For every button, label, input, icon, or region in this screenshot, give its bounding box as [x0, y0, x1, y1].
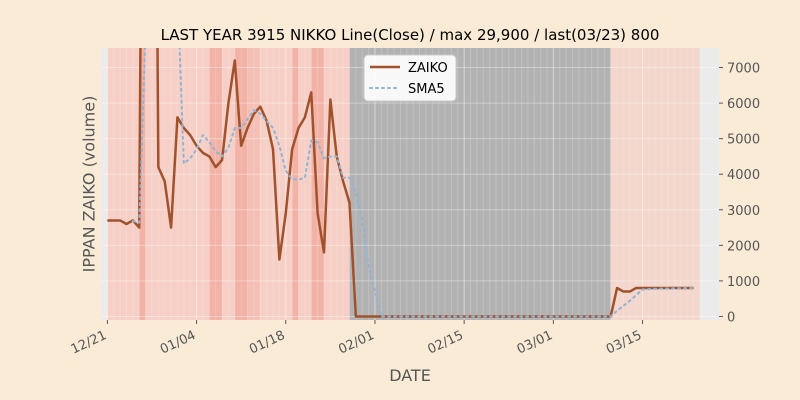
x-tick-label: 01/04	[158, 328, 198, 357]
legend-label-zaiko: ZAIKO	[408, 61, 448, 76]
chart-title: LAST YEAR 3915 NIKKO Line(Close) / max 2…	[161, 26, 660, 44]
y-tick-label: 1000	[727, 275, 760, 290]
legend: ZAIKO SMA5	[363, 54, 457, 102]
grid-lines	[101, 48, 719, 320]
y-tick-label: 6000	[727, 97, 760, 112]
shaded-region	[107, 48, 140, 320]
y-tick-label: 2000	[727, 239, 760, 254]
x-tick-label: 02/15	[426, 328, 466, 357]
shaded-region	[139, 48, 146, 320]
shaded-regions	[106, 48, 701, 320]
x-tick-label: 01/18	[247, 328, 287, 357]
series-sma5-line	[131, 48, 695, 318]
shaded-region	[311, 48, 324, 320]
y-tick-label: 4000	[727, 168, 760, 183]
x-tick-label: 03/15	[604, 328, 644, 357]
x-axis: 12/21 01/04 01/18 02/01 02/15 03/01 03/15	[69, 320, 644, 357]
x-tick-label: 03/01	[515, 328, 555, 357]
shaded-region	[298, 48, 312, 320]
shaded-region	[292, 48, 299, 320]
y-tick-label: 3000	[727, 204, 760, 219]
shaded-region	[610, 48, 700, 320]
x-axis-label: DATE	[389, 366, 431, 385]
x-tick-label: 12/21	[69, 328, 109, 357]
y-axis: 0 1000 2000 3000 4000 5000 6000 7000	[719, 62, 760, 325]
y-tick-label: 7000	[727, 62, 760, 77]
y-tick-label: 5000	[727, 133, 760, 148]
series-layer	[107, 48, 695, 318]
legend-label-sma5: SMA5	[408, 82, 445, 97]
shaded-region	[145, 48, 210, 320]
x-tick-label: 02/01	[336, 328, 376, 357]
y-axis-label: IPPAN ZAIKO (volume)	[80, 96, 99, 273]
shaded-region	[222, 48, 235, 320]
y-tick-label: 0	[727, 310, 735, 325]
shaded-region	[323, 48, 350, 320]
shaded-region	[209, 48, 223, 320]
